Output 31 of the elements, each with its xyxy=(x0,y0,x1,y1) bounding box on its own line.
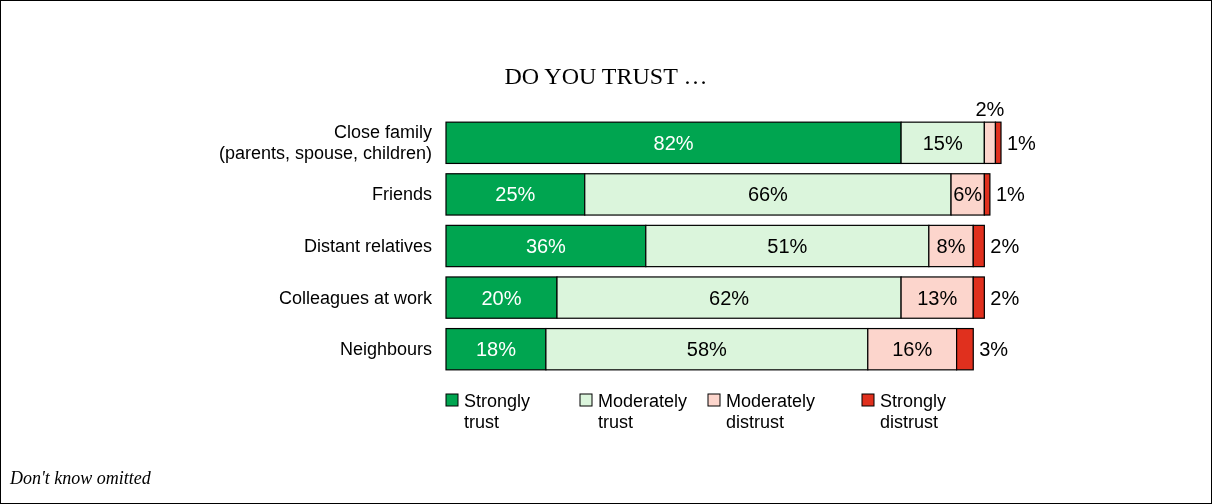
y-tick-label: Colleagues at work xyxy=(278,287,433,308)
data-label: 3% xyxy=(979,338,1009,361)
y-tick-label: Close family (parents, spouse, children) xyxy=(218,122,432,164)
y-tick-label: Distant relatives xyxy=(303,236,432,256)
legend-label: Strongly trust xyxy=(464,391,531,432)
legend-label: Strongly distrust xyxy=(880,391,947,432)
data-label: 66% xyxy=(747,183,789,206)
legend-label: Moderately distrust xyxy=(726,391,816,432)
data-label: 51% xyxy=(767,235,808,257)
y-tick-label: Friends xyxy=(371,184,432,205)
data-label: 25% xyxy=(495,183,536,206)
data-label: 1% xyxy=(1007,131,1037,154)
data-label: 18% xyxy=(475,338,517,361)
data-label: 62% xyxy=(709,286,750,309)
data-label: 82% xyxy=(653,131,694,154)
data-label: 6% xyxy=(953,183,983,206)
data-label: 58% xyxy=(686,338,728,361)
data-label: 13% xyxy=(917,286,958,309)
legend-label: Moderately trust xyxy=(598,391,688,432)
data-label: 15% xyxy=(922,131,963,154)
data-label: 2% xyxy=(990,235,1020,257)
data-label: 8% xyxy=(936,235,966,257)
data-label: 2% xyxy=(975,98,1005,121)
data-label: 20% xyxy=(481,286,522,309)
data-label: 1% xyxy=(995,183,1026,206)
data-label: 2% xyxy=(990,286,1020,309)
chart-title: DO YOU TRUST … xyxy=(504,63,708,89)
data-label: 16% xyxy=(892,338,933,361)
data-label: 36% xyxy=(525,235,567,257)
text: Don't know omitted xyxy=(9,468,152,488)
y-tick-label: Neighbours xyxy=(339,339,432,360)
